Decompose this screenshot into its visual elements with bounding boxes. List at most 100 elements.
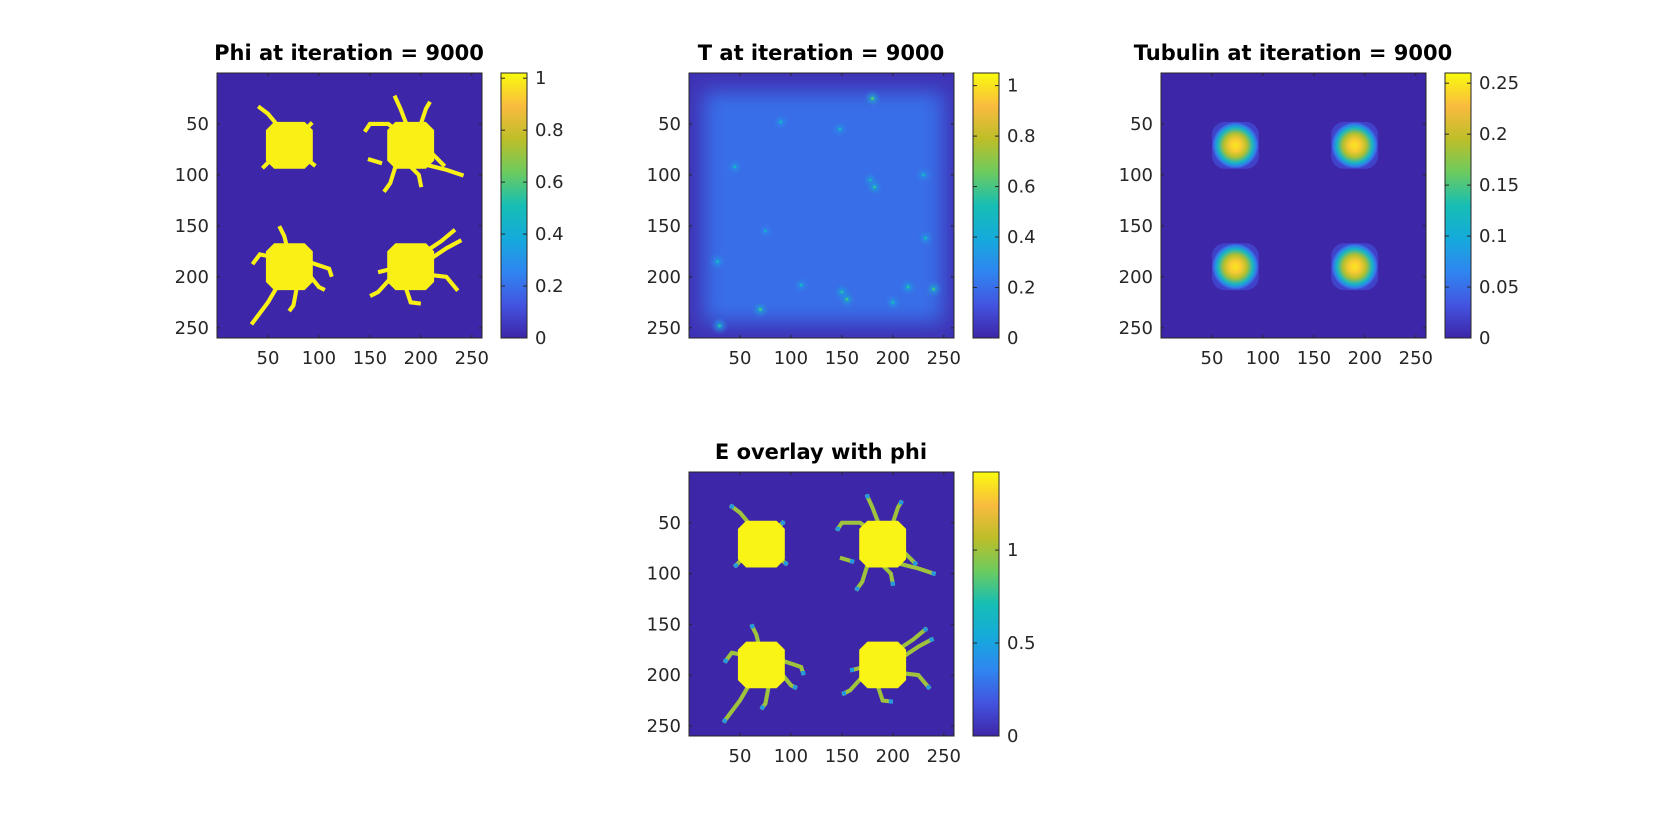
colorbar: 0 0.2 0.4 0.6 0.8 1 — [972, 72, 1036, 349]
neurite — [369, 278, 392, 298]
heatmap-plot-area — [217, 73, 482, 338]
spot-core — [759, 308, 762, 311]
neurite — [392, 94, 409, 125]
x-tick-label: 100 — [1246, 348, 1280, 369]
spot-core — [873, 185, 876, 189]
y-axis: 50 100 150 200 250 — [175, 114, 482, 339]
spot-core — [716, 260, 719, 263]
colorbar-tick-label: 0.25 — [1479, 73, 1519, 94]
neurite — [307, 273, 326, 292]
y-axis: 50 100 150 200 250 — [647, 114, 954, 339]
y-tick-label: 250 — [1119, 318, 1153, 339]
neurite-tip — [888, 699, 893, 704]
neurite-tip — [926, 685, 931, 690]
neurite — [426, 272, 460, 292]
heatmap-background — [217, 73, 482, 338]
cell-body — [387, 243, 435, 291]
colorbar-tick-label: 0.15 — [1479, 175, 1519, 196]
colorbar-tick-label: 0.2 — [535, 276, 564, 297]
spot-core — [838, 127, 842, 131]
heatmap-plot-area — [689, 73, 954, 338]
cell-body — [859, 520, 907, 568]
x-axis: 50 100 150 200 250 — [729, 73, 961, 369]
cell-body — [737, 520, 785, 568]
y-tick-label: 100 — [647, 165, 681, 186]
neurite-tip — [898, 500, 904, 505]
x-tick-label: 250 — [927, 746, 961, 767]
colorbar-tick-label: 0.2 — [1479, 124, 1508, 145]
spot-core — [906, 285, 910, 289]
spot-core — [764, 229, 767, 233]
neurite — [841, 676, 864, 697]
neurite-tip — [923, 627, 928, 632]
spot-core — [922, 173, 925, 177]
neurite-tip — [780, 520, 785, 525]
neurite — [864, 493, 881, 524]
heatmap-background — [689, 472, 954, 736]
x-tick-label: 250 — [455, 348, 489, 369]
neurite-tip — [783, 561, 788, 566]
x-tick-label: 250 — [1399, 348, 1433, 369]
spot-core — [871, 97, 874, 100]
neurite — [854, 562, 870, 592]
neurite-tip — [835, 526, 840, 531]
x-tick-label: 50 — [1201, 348, 1224, 369]
neurite — [879, 562, 896, 587]
colorbar-tick-label: 1 — [1007, 540, 1018, 561]
cell-body — [387, 121, 435, 169]
colorbar-tick-label: 0.6 — [535, 172, 564, 193]
x-tick-label: 50 — [257, 348, 280, 369]
x-axis: 50 100 150 200 250 — [257, 73, 489, 369]
chart-title: E overlay with phi — [715, 440, 927, 464]
neurite-tip — [931, 571, 936, 576]
x-tick-label: 150 — [825, 746, 859, 767]
y-tick-label: 100 — [647, 564, 681, 585]
heatmap-background — [1161, 73, 1426, 338]
x-tick-label: 100 — [302, 348, 336, 369]
neurite — [721, 680, 753, 724]
neurite-tip — [850, 667, 855, 673]
neurite — [402, 284, 422, 306]
tubulin-blob — [1331, 243, 1379, 291]
neurite — [308, 259, 334, 278]
spot-core — [932, 287, 935, 291]
y-tick-label: 200 — [647, 665, 681, 686]
neurite — [898, 670, 932, 691]
x-tick-label: 200 — [876, 348, 910, 369]
y-tick-label: 50 — [658, 114, 681, 135]
y-tick-label: 50 — [658, 513, 681, 534]
neurite-tip — [729, 504, 734, 509]
y-tick-label: 250 — [647, 716, 681, 737]
neurite — [430, 151, 447, 168]
x-tick-label: 100 — [774, 348, 808, 369]
y-tick-label: 100 — [175, 165, 209, 186]
neurite — [407, 163, 424, 188]
panel-E: E overlay with phi 50 100 150 200 250 50 100 1… — [647, 440, 1036, 767]
x-tick-label: 100 — [774, 746, 808, 767]
x-tick-label: 150 — [1297, 348, 1331, 369]
y-tick-label: 250 — [175, 318, 209, 339]
y-tick-label: 250 — [647, 318, 681, 339]
neurite-tip — [792, 685, 798, 690]
x-tick-label: 150 — [825, 348, 859, 369]
colorbar-tick-label: 0.2 — [1007, 278, 1036, 299]
neurite-tip — [913, 561, 918, 566]
x-tick-label: 50 — [729, 348, 752, 369]
neurite — [277, 225, 289, 247]
chart-title: Phi at iteration = 9000 — [214, 41, 484, 65]
neurite — [874, 682, 894, 704]
axis-frame — [688, 72, 955, 339]
x-axis: 50 100 150 200 250 — [729, 472, 961, 767]
spot-core — [924, 236, 927, 240]
neurite-tip — [841, 691, 846, 696]
colorbar-tick-label: 1 — [1007, 76, 1018, 97]
heatmap-plot-area — [1161, 73, 1426, 338]
neurite — [249, 282, 281, 326]
panel-T: T at iteration = 9000 50 100 150 200 250 50 1… — [647, 41, 1036, 369]
neurite — [749, 623, 761, 646]
axis-frame — [1160, 72, 1427, 339]
colorbar-tick-label: 0 — [1007, 328, 1018, 349]
y-tick-label: 200 — [647, 267, 681, 288]
neurite-tip — [850, 559, 855, 564]
y-tick-label: 200 — [175, 267, 209, 288]
